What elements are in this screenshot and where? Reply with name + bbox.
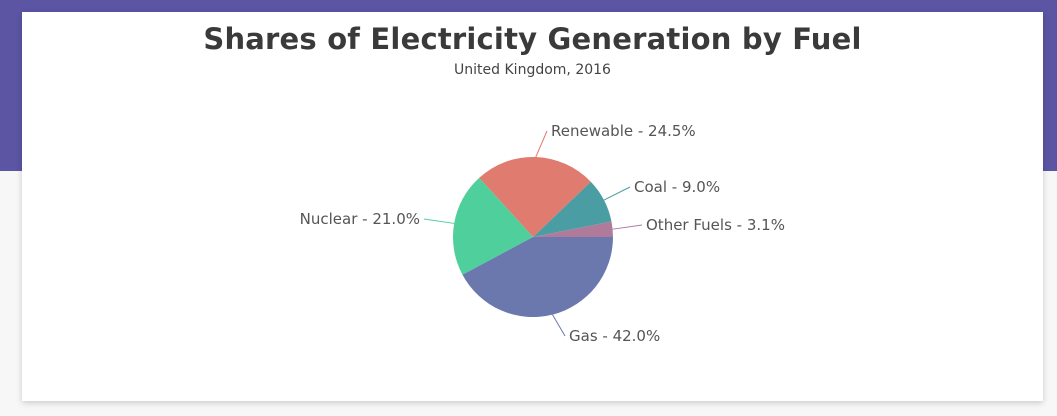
slice-label-coal: Coal - 9.0% — [634, 178, 720, 196]
pie-slice-renewable[interactable] — [479, 157, 591, 237]
connector-renewable — [535, 130, 548, 158]
connector-other-fuels — [612, 224, 643, 230]
slice-label-gas: Gas - 42.0% — [569, 327, 660, 345]
chart-subtitle: United Kingdom, 2016 — [454, 62, 611, 78]
pie-slice-nuclear[interactable] — [453, 177, 533, 275]
pie-slice-coal[interactable] — [533, 181, 612, 237]
connector-coal — [603, 186, 631, 201]
pie-chart: Other Fuels - 3.1% Coal - 9.0% Renewable -… — [300, 122, 785, 345]
pie-slice-gas[interactable] — [462, 237, 613, 317]
chart-card: Shares of Electricity Generation by Fuel… — [22, 12, 1043, 401]
chart-title: Shares of Electricity Generation by Fuel — [203, 22, 862, 56]
connector-gas — [552, 314, 566, 337]
slice-label-renewable: Renewable - 24.5% — [551, 122, 696, 140]
slice-label-nuclear: Nuclear - 21.0% — [300, 210, 420, 228]
slice-label-other-fuels: Other Fuels - 3.1% — [646, 216, 785, 234]
pie-slice-other-fuels[interactable] — [533, 221, 613, 237]
connector-nuclear — [423, 218, 455, 224]
